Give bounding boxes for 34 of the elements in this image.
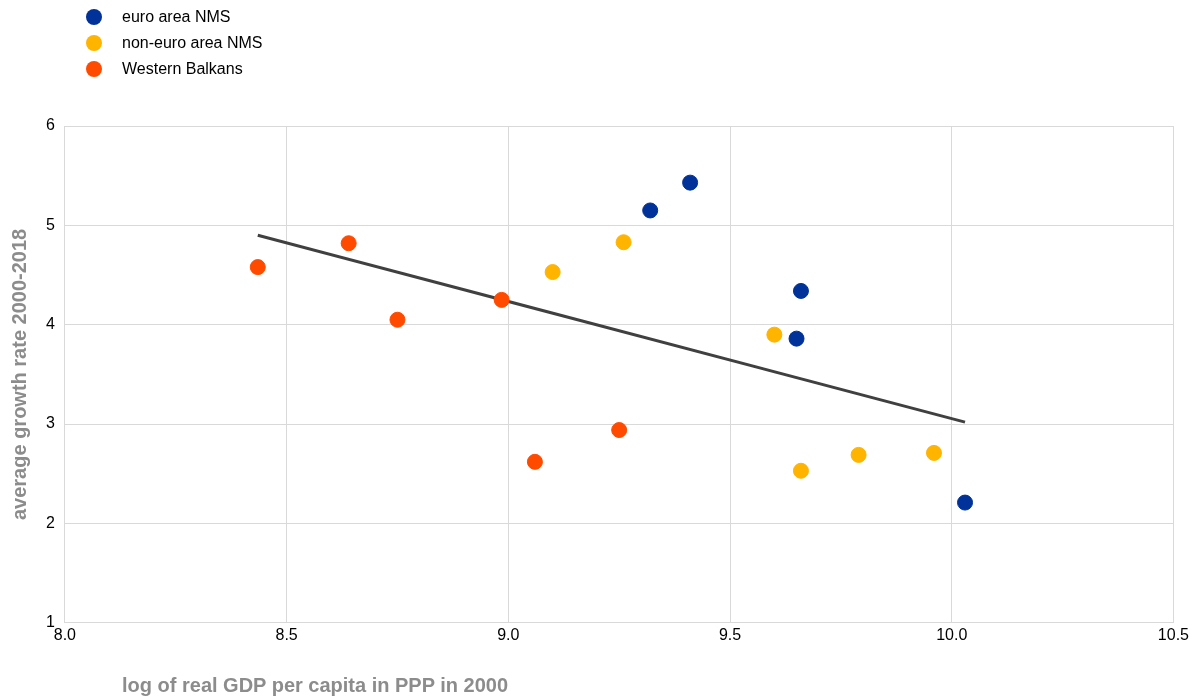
- point: [249, 259, 266, 276]
- legend-label: Western Balkans: [122, 60, 243, 78]
- point: [682, 174, 699, 191]
- point: [526, 453, 543, 470]
- point: [766, 326, 783, 343]
- point: [792, 462, 809, 479]
- point: [642, 202, 659, 219]
- y-tick-label: 6: [45, 116, 55, 134]
- y-tick-label: 2: [45, 513, 55, 531]
- x-axis-title: log of real GDP per capita in PPP in 2000: [122, 674, 509, 697]
- x-tick-label: 8.5: [275, 625, 298, 643]
- point: [493, 291, 510, 308]
- point: [925, 444, 942, 461]
- point: [544, 264, 561, 281]
- x-tick-label: 8.0: [53, 625, 77, 643]
- y-axis-title: average growth rate 2000-2018: [7, 228, 30, 521]
- point: [611, 422, 628, 439]
- point: [957, 494, 974, 511]
- y-tick-label: 1: [45, 613, 55, 631]
- point: [850, 446, 867, 463]
- point: [615, 234, 632, 251]
- x-tick-label: 9.0: [497, 625, 520, 643]
- y-tick-label: 5: [45, 215, 55, 233]
- x-tick-label: 10.0: [936, 625, 968, 643]
- point: [389, 311, 406, 328]
- y-tick-label: 3: [45, 414, 55, 432]
- x-tick-label: 9.5: [718, 625, 742, 643]
- point: [340, 235, 357, 252]
- y-tick-label: 4: [45, 315, 55, 333]
- legend-label: non-euro area NMS: [122, 34, 263, 52]
- point: [788, 330, 805, 347]
- legend-label: euro area NMS: [122, 8, 231, 26]
- x-tick-label: 10.5: [1157, 625, 1190, 643]
- point: [792, 282, 809, 299]
